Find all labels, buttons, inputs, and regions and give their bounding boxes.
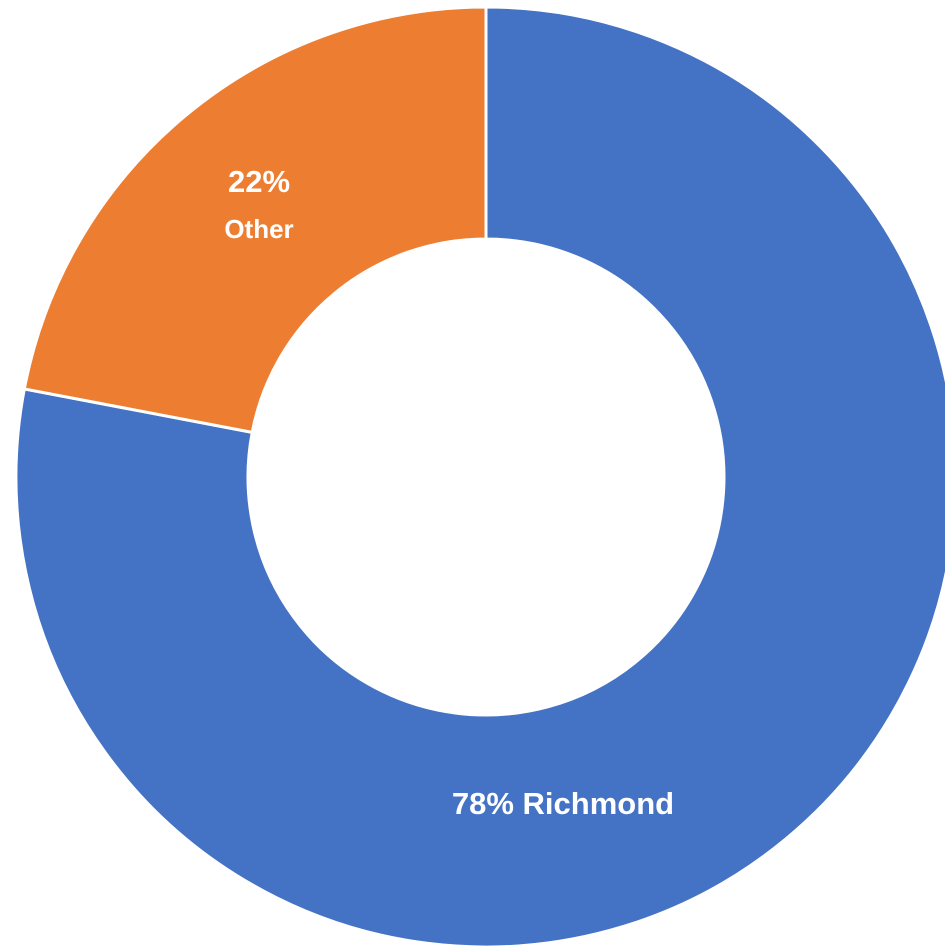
slice-label-richmond: 78% Richmond xyxy=(452,786,674,821)
slice-label-other-name: Other xyxy=(224,214,293,244)
labels-group: 78% Richmond 22% Other xyxy=(224,164,674,821)
slice-label-other-percent: 22% xyxy=(228,164,290,199)
slice-other xyxy=(22,5,488,435)
slice-richmond xyxy=(14,5,945,947)
slices-group xyxy=(14,5,945,947)
